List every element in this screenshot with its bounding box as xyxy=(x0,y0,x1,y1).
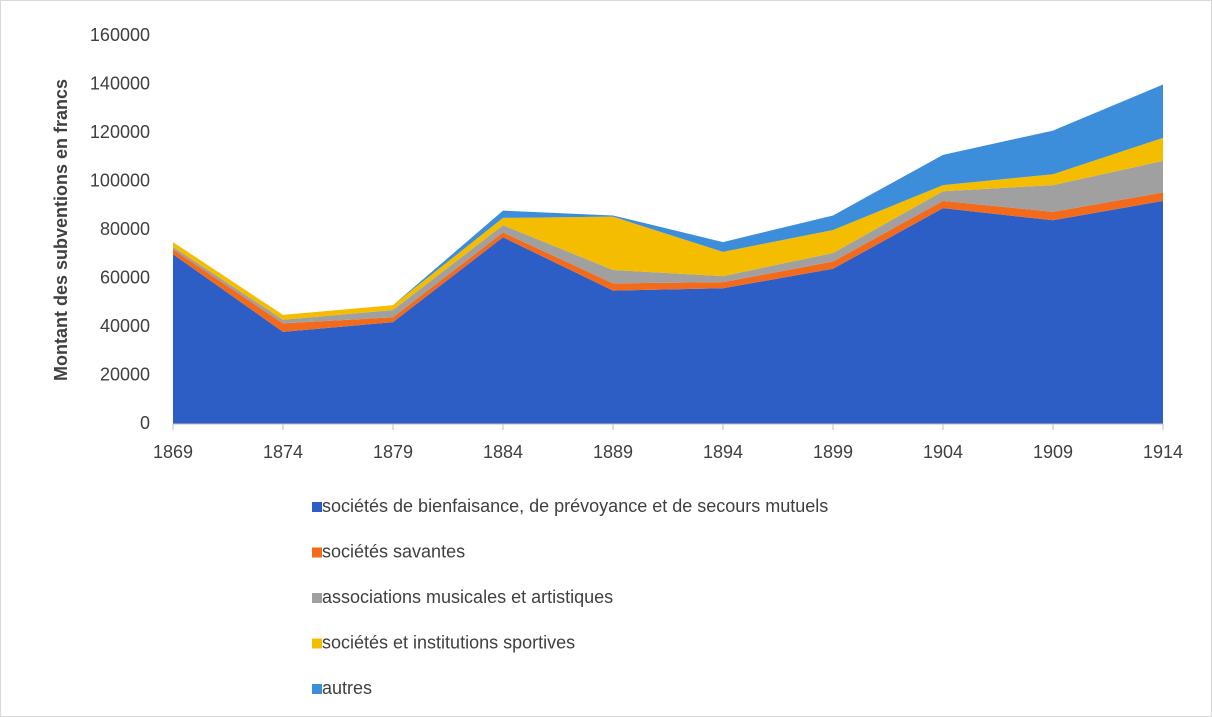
x-tick-label: 1909 xyxy=(1033,442,1073,462)
y-tick-label: 80000 xyxy=(100,219,150,239)
y-tick-label: 40000 xyxy=(100,316,150,336)
area xyxy=(173,192,1163,332)
x-tick-label: 1899 xyxy=(813,442,853,462)
y-tick-label: 120000 xyxy=(90,122,150,142)
legend-swatch xyxy=(312,684,322,694)
x-tick-label: 1889 xyxy=(593,442,633,462)
y-tick-label: 60000 xyxy=(100,267,150,287)
y-axis-label: Montant des subventions en francs xyxy=(51,79,71,381)
x-tick-label: 1894 xyxy=(703,442,743,462)
legend-label: sociétés de bienfaisance, de prévoyance … xyxy=(322,496,828,516)
y-tick-label: 20000 xyxy=(100,364,150,384)
x-tick-label: 1884 xyxy=(483,442,523,462)
x-tick-label: 1869 xyxy=(153,442,193,462)
legend-label: autres xyxy=(322,678,372,698)
legend-swatch xyxy=(312,502,322,512)
legend-label: associations musicales et artistiques xyxy=(322,587,613,607)
x-tick-label: 1874 xyxy=(263,442,303,462)
legend-swatch xyxy=(312,593,322,603)
legend-label: sociétés et institutions sportives xyxy=(322,632,575,652)
y-tick-label: 160000 xyxy=(90,25,150,45)
legend-label: sociétés savantes xyxy=(322,541,465,561)
area xyxy=(173,200,1163,424)
y-tick-label: 100000 xyxy=(90,170,150,190)
x-tick-label: 1904 xyxy=(923,442,963,462)
x-tick-label: 1879 xyxy=(373,442,413,462)
y-tick-label: 140000 xyxy=(90,73,150,93)
legend-swatch xyxy=(312,638,322,649)
legend-swatch xyxy=(312,547,322,558)
x-tick-label: 1914 xyxy=(1143,442,1183,462)
y-tick-label: 0 xyxy=(140,413,150,433)
